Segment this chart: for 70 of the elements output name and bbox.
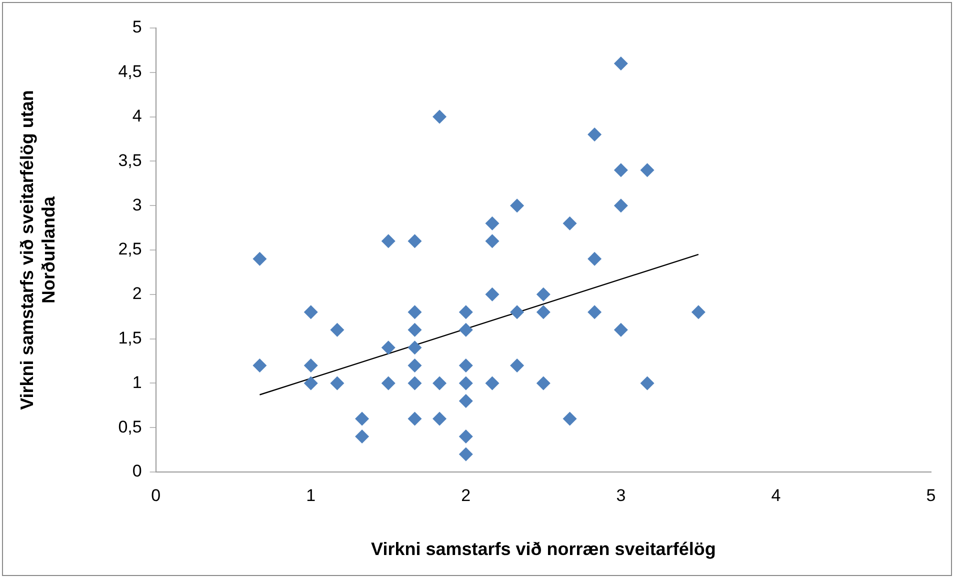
x-tick-label: 5 <box>926 486 936 505</box>
point <box>458 305 473 320</box>
point <box>485 216 500 230</box>
y-tick-label: 1 <box>132 372 142 392</box>
point <box>536 376 550 390</box>
point <box>304 376 318 390</box>
y-tick-label: 2 <box>132 284 142 304</box>
x-tick-label: 0 <box>151 486 161 505</box>
y-tick-label: 0,5 <box>118 417 142 436</box>
point <box>408 234 422 248</box>
point <box>614 198 628 213</box>
point <box>330 376 344 390</box>
point <box>614 163 628 178</box>
y-tick-label: 1,5 <box>118 328 142 348</box>
point <box>304 358 318 372</box>
point <box>381 234 396 248</box>
point <box>252 358 267 372</box>
point <box>408 376 422 390</box>
point <box>408 305 422 320</box>
point <box>458 322 473 337</box>
point <box>640 376 654 390</box>
point <box>432 412 447 426</box>
point <box>562 412 577 426</box>
point <box>355 429 370 444</box>
point <box>562 216 577 230</box>
point <box>408 340 422 355</box>
y-tick-label: 2,5 <box>118 240 142 259</box>
point <box>510 305 524 320</box>
point <box>458 429 473 444</box>
x-tick-label: 3 <box>616 486 626 505</box>
point <box>614 322 628 337</box>
point <box>408 412 422 426</box>
point <box>614 56 628 71</box>
y-axis-title: Virkni samstarfs við sveitarfélög utan Norðurlanda <box>16 90 58 410</box>
x-axis-title: Virkni samstarfs við norræn sveitarfélög <box>371 539 716 560</box>
point <box>458 358 473 372</box>
point <box>458 376 473 390</box>
point <box>432 110 447 124</box>
point <box>640 163 654 178</box>
point <box>536 287 550 302</box>
point <box>381 376 396 390</box>
point <box>381 340 396 355</box>
point <box>536 305 550 320</box>
point <box>355 412 370 426</box>
point <box>588 128 602 142</box>
point <box>330 322 344 337</box>
y-tick-label: 5 <box>132 18 142 37</box>
x-tick-label: 2 <box>461 486 471 505</box>
point <box>304 305 318 320</box>
point <box>588 305 602 320</box>
point <box>458 394 473 408</box>
point <box>458 447 473 462</box>
point <box>408 358 422 372</box>
point <box>691 305 706 320</box>
x-tick-label: 1 <box>306 486 316 505</box>
point <box>485 234 500 248</box>
point <box>408 322 422 337</box>
y-tick-label: 0 <box>132 462 142 481</box>
y-tick-label: 3 <box>132 195 142 214</box>
y-tick-label: 4 <box>132 106 142 126</box>
point <box>588 252 602 266</box>
point <box>510 358 524 372</box>
x-tick-label: 4 <box>771 486 781 505</box>
point <box>485 287 500 302</box>
y-tick-label: 4,5 <box>118 62 142 82</box>
y-tick-label: 3,5 <box>118 150 142 170</box>
point <box>510 198 524 213</box>
point <box>252 252 267 266</box>
point <box>432 376 447 390</box>
point <box>485 376 500 390</box>
